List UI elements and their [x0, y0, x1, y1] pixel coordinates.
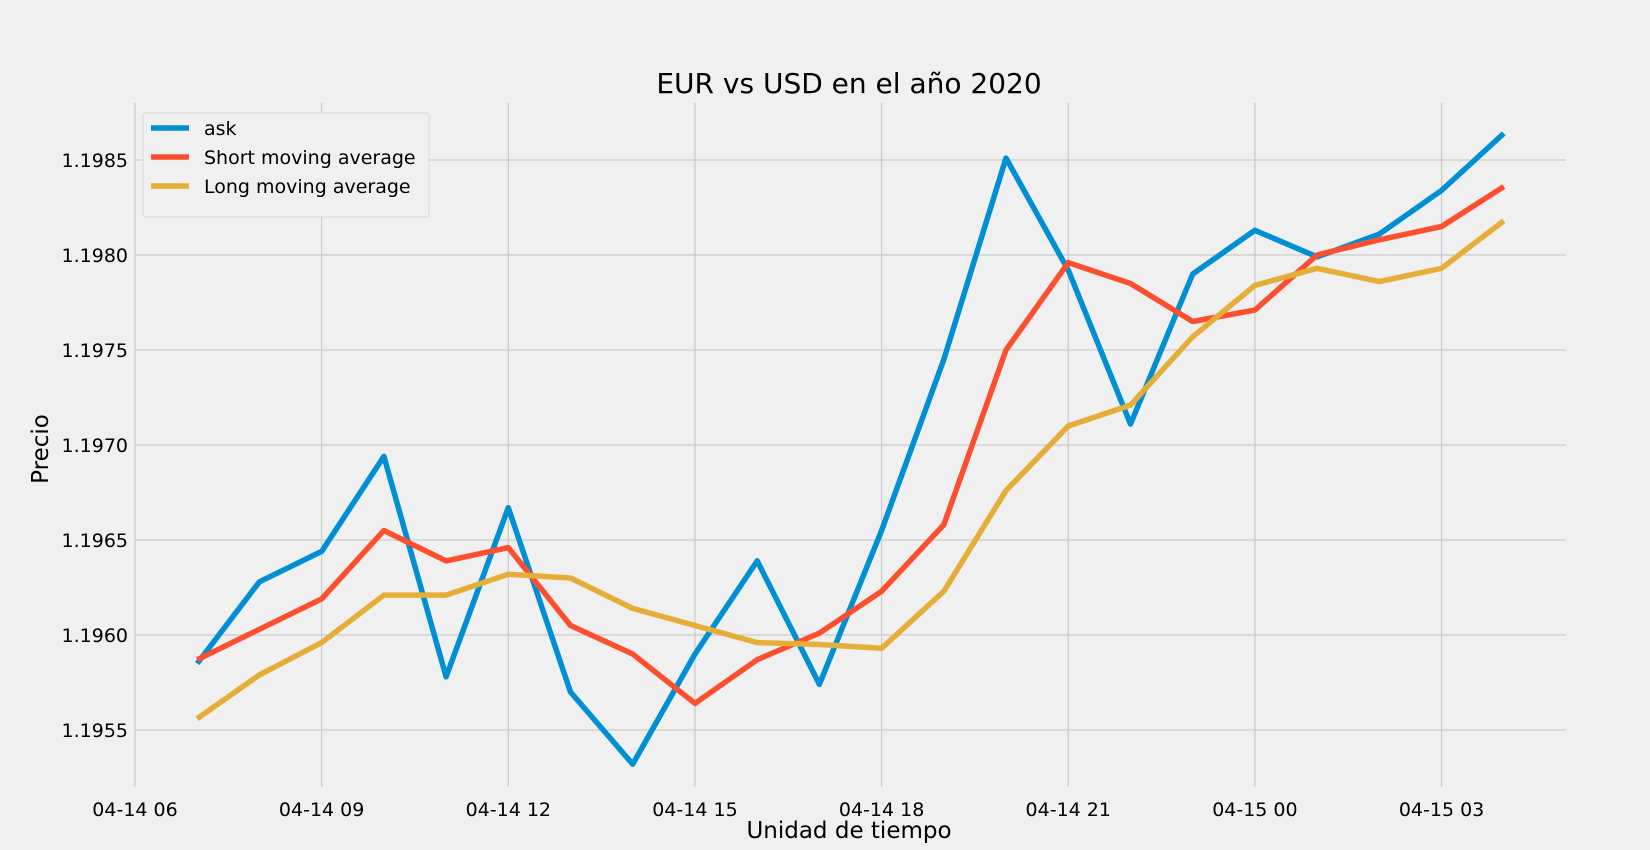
- y-tick-label: 1.1955: [62, 720, 128, 742]
- x-tick-label: 04-15 00: [1212, 799, 1297, 821]
- legend-label: ask: [204, 118, 237, 140]
- x-tick-label: 04-14 12: [466, 799, 551, 821]
- legend-label: Short moving average: [204, 147, 416, 169]
- legend-label: Long moving average: [204, 176, 411, 198]
- series-line-short-moving-average: [195, 184, 1506, 707]
- tick-labels: 04-14 06 04-14 09 04-14 12 04-14 15 04-14 18…: [62, 150, 1485, 821]
- x-tick-label: 04-15 03: [1399, 799, 1484, 821]
- legend-box: [142, 112, 430, 218]
- series-line-long-moving-average: [195, 218, 1506, 721]
- x-axis-label: Unidad de tiempo: [746, 818, 951, 844]
- series-line-ask: [195, 131, 1506, 767]
- y-axis-label: Precio: [28, 414, 54, 484]
- legend: ask Short moving average Long moving avera…: [142, 112, 430, 218]
- x-tick-label: 04-14 15: [652, 799, 737, 821]
- x-tick-label: 04-14 21: [1026, 799, 1111, 821]
- y-tick-label: 1.1965: [62, 530, 128, 552]
- x-tick-label: 04-14 18: [839, 799, 924, 821]
- y-tick-label: 1.1960: [62, 625, 128, 647]
- chart-title: EUR vs USD en el año 2020: [656, 67, 1041, 100]
- y-tick-label: 1.1970: [62, 435, 128, 457]
- series-layer: [195, 131, 1506, 767]
- y-tick-label: 1.1985: [62, 150, 128, 172]
- grid: [134, 103, 1566, 787]
- x-tick-label: 04-14 09: [279, 799, 364, 821]
- y-tick-label: 1.1975: [62, 340, 128, 362]
- y-tick-label: 1.1980: [62, 245, 128, 267]
- x-tick-label: 04-14 06: [92, 799, 177, 821]
